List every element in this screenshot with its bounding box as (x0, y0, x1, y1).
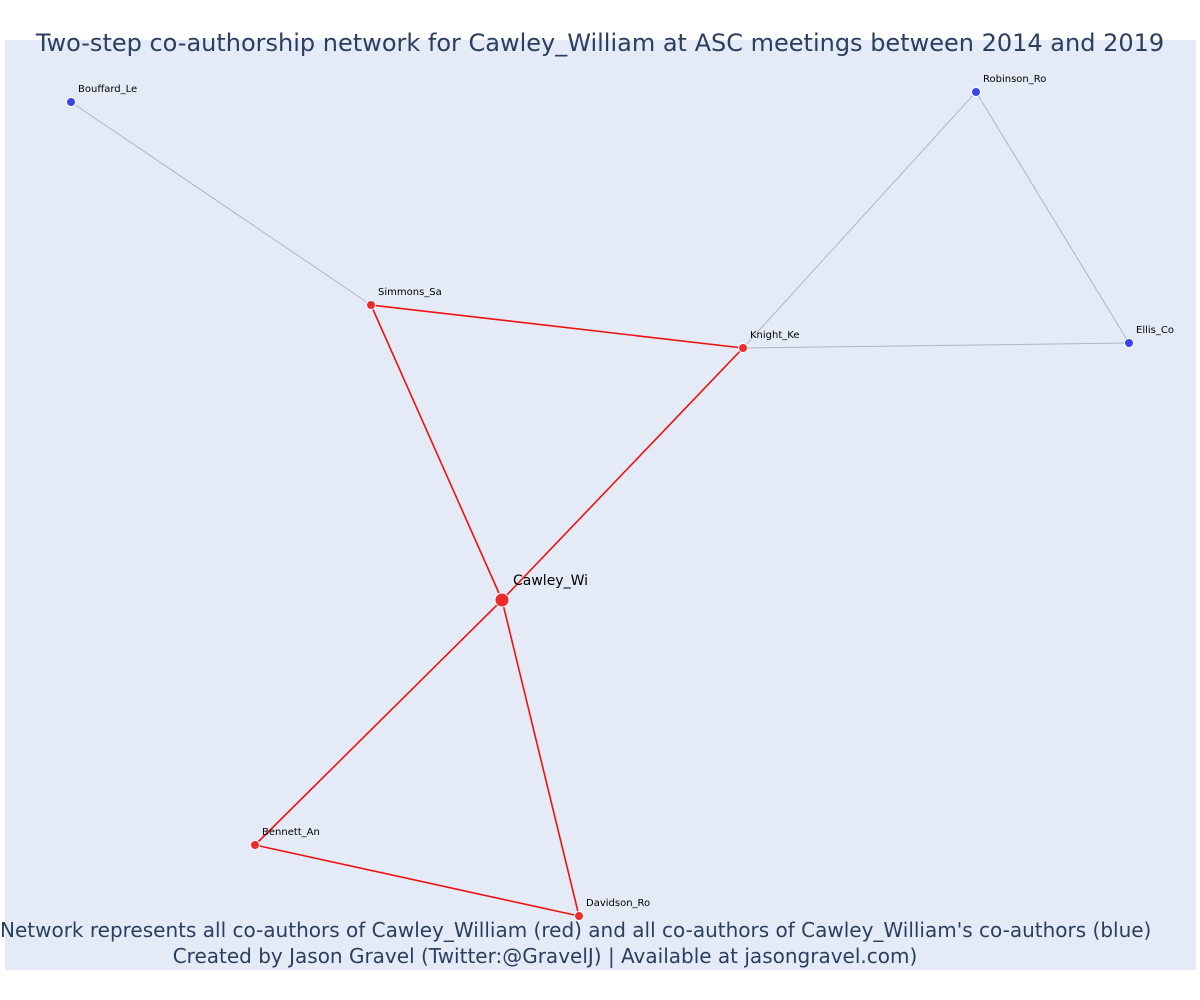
edge-Cawley_Wi-Bennett_An (254, 599, 503, 846)
node-Bouffard_Le[interactable] (66, 97, 76, 107)
caption-line-2: Created by Jason Gravel (Twitter:@Gravel… (172, 944, 918, 968)
edge-Simmons_Sa-Bouffard_Le (70, 101, 372, 306)
node-label-Robinson_Ro: Robinson_Ro (983, 74, 1046, 85)
network-plot-area (5, 40, 1196, 970)
node-Ellis_Co[interactable] (1124, 338, 1134, 348)
edge-Bennett_An-Davidson_Ro (254, 844, 580, 917)
node-Knight_Ke[interactable] (738, 343, 748, 353)
edge-Knight_Ke-Robinson_Ro (742, 91, 977, 349)
node-label-Davidson_Ro: Davidson_Ro (586, 898, 650, 909)
node-label-Simmons_Sa: Simmons_Sa (378, 287, 442, 298)
edge-Cawley_Wi-Davidson_Ro (501, 599, 580, 917)
caption-line-1: Network represents all co-authors of Caw… (0, 918, 1152, 942)
edge-Cawley_Wi-Simmons_Sa (370, 304, 503, 601)
node-Davidson_Ro[interactable] (574, 911, 584, 921)
edge-Simmons_Sa-Knight_Ke (370, 304, 744, 349)
node-Cawley_Wi[interactable] (494, 592, 510, 608)
edges-layer (70, 91, 1130, 917)
chart-title: Two-step co-authorship network for Cawle… (35, 29, 1165, 57)
edge-Cawley_Wi-Knight_Ke (501, 347, 744, 601)
node-label-Bouffard_Le: Bouffard_Le (78, 84, 137, 95)
nodes-layer (66, 87, 1134, 921)
edge-Robinson_Ro-Ellis_Co (975, 91, 1130, 344)
labels-layer: Cawley_Wi Simmons_Sa Knight_Ke Bennett_An Da… (78, 74, 1174, 909)
node-Robinson_Ro[interactable] (971, 87, 981, 97)
node-label-Bennett_An: Bennett_An (262, 827, 320, 838)
node-Bennett_An[interactable] (250, 840, 260, 850)
node-label-Knight_Ke: Knight_Ke (750, 330, 800, 341)
node-Simmons_Sa[interactable] (366, 300, 376, 310)
node-label-Ellis_Co: Ellis_Co (1136, 325, 1174, 336)
node-label-Cawley_Wi: Cawley_Wi (513, 573, 588, 589)
edge-Knight_Ke-Ellis_Co (742, 342, 1130, 349)
